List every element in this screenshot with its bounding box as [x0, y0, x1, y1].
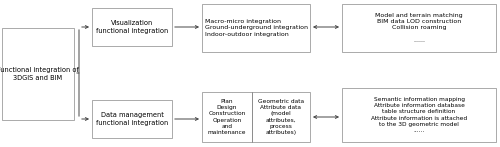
- Bar: [342, 88, 496, 142]
- Bar: [202, 92, 252, 142]
- Text: Model and terrain matching
BIM data LOD construction
Collision roaming

......: Model and terrain matching BIM data LOD …: [375, 13, 463, 43]
- Text: Plan
Design
Construction
Operation
and
maintenance: Plan Design Construction Operation and m…: [208, 99, 246, 135]
- Text: Geometric data
Attribute data
(model
attributes,
process
attributes): Geometric data Attribute data (model att…: [258, 99, 304, 135]
- Text: Macro-micro integration
Ground-underground integration
Indoor-outdoor integratio: Macro-micro integration Ground-undergrou…: [205, 19, 308, 37]
- Bar: [202, 4, 310, 52]
- Bar: [252, 92, 310, 142]
- Bar: [342, 4, 496, 52]
- Bar: [92, 100, 172, 138]
- Bar: [2, 28, 74, 120]
- Text: Semantic information mapping
Attribute information database
table structure defi: Semantic information mapping Attribute i…: [371, 97, 467, 133]
- Text: Visualization
functional integration: Visualization functional integration: [96, 20, 168, 34]
- Bar: [92, 8, 172, 46]
- Text: Functional integration of
3DGIS and BIM: Functional integration of 3DGIS and BIM: [0, 67, 79, 81]
- Text: Data management
functional integration: Data management functional integration: [96, 112, 168, 126]
